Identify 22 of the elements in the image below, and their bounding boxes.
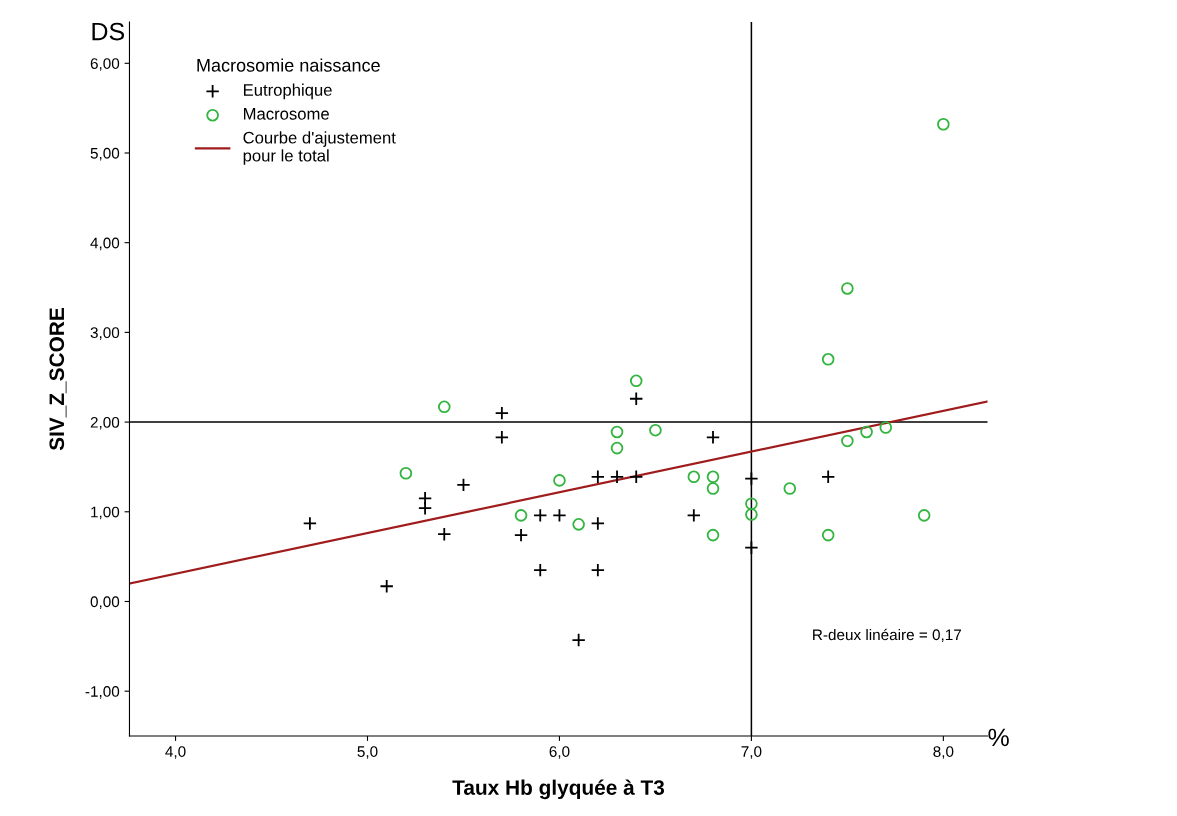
x-tick-label: 5,0 — [357, 746, 378, 759]
legend-title: Macrosomie naissance — [197, 58, 380, 72]
x-tick-label: 7,0 — [741, 746, 762, 759]
y-tick-label: -1,00 — [85, 686, 120, 699]
annotation: R-deux linéaire = 0,17 — [813, 628, 961, 642]
legend-label: Eutrophique — [243, 83, 332, 100]
legend-label: Courbe d'ajustement pour le total — [243, 131, 396, 165]
y-tick-label: 6,00 — [90, 58, 120, 71]
x-axis-title: Taux Hb glyquée à T3 — [452, 779, 665, 800]
y-tick-label: 2,00 — [90, 416, 120, 430]
legend-label: Macrosome — [243, 108, 329, 120]
text: % — [988, 728, 1009, 747]
x-tick-label: 4,0 — [165, 746, 186, 759]
text: DS — [92, 22, 125, 41]
x-tick-label: 8,0 — [933, 746, 954, 759]
y-tick-label: 1,00 — [91, 506, 120, 520]
x-tick-label: 6,0 — [549, 746, 570, 759]
y-tick-label: 4,00 — [90, 237, 120, 251]
y-axis-title: SIV_Z_SCORE — [49, 308, 67, 451]
y-tick-label: 0,00 — [90, 596, 120, 609]
y-tick-label: 3,00 — [90, 327, 120, 340]
y-tick-label: 5,00 — [90, 147, 120, 161]
